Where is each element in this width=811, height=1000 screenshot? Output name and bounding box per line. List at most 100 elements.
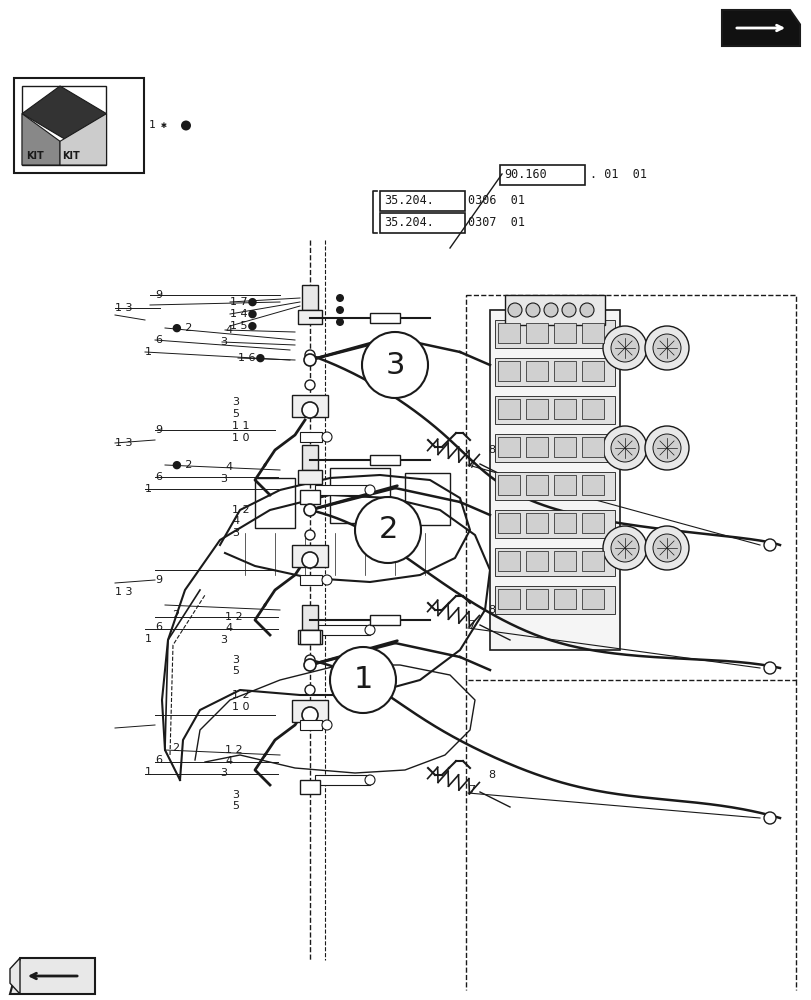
Circle shape [365, 775, 375, 785]
Bar [526, 361, 547, 381]
Circle shape [543, 303, 557, 317]
Polygon shape [721, 10, 799, 46]
Circle shape [610, 434, 638, 462]
Text: 3: 3 [220, 768, 227, 778]
Bar [497, 589, 519, 609]
Bar [495, 320, 614, 348]
Bar [299, 630, 320, 644]
Bar [581, 589, 603, 609]
Polygon shape [60, 114, 106, 165]
Text: 4: 4 [225, 623, 232, 633]
Text: 9: 9 [155, 425, 162, 435]
Circle shape [652, 334, 680, 362]
Text: 1: 1 [145, 484, 152, 494]
Bar [315, 485, 370, 495]
Text: 90.160: 90.160 [504, 168, 546, 182]
Bar [315, 625, 370, 635]
Circle shape [362, 332, 427, 398]
Bar [292, 545, 328, 567]
Text: 7: 7 [467, 460, 474, 470]
Bar [553, 551, 575, 571]
Bar [581, 551, 603, 571]
Circle shape [354, 497, 420, 563]
Circle shape [652, 534, 680, 562]
Bar [581, 323, 603, 343]
Bar [380, 191, 465, 211]
Bar [497, 361, 519, 381]
Bar [495, 434, 614, 462]
Bar [380, 213, 465, 233]
Circle shape [322, 575, 332, 585]
Text: KIT: KIT [26, 151, 44, 161]
Text: 1 3: 1 3 [115, 587, 132, 597]
Bar [497, 323, 519, 343]
Bar [553, 589, 575, 609]
Bar [504, 295, 604, 325]
Text: 3: 3 [232, 655, 238, 665]
Bar [495, 510, 614, 538]
Text: ● 2: ● 2 [172, 323, 192, 333]
Bar [405, 473, 449, 525]
Text: 1: 1 [148, 120, 156, 130]
Text: 8: 8 [487, 605, 495, 615]
Bar [553, 361, 575, 381]
Circle shape [336, 294, 344, 302]
Bar [299, 575, 322, 585]
Polygon shape [22, 86, 106, 141]
Circle shape [610, 334, 638, 362]
Bar [495, 472, 614, 500]
Circle shape [610, 534, 638, 562]
Bar [495, 396, 614, 424]
Circle shape [763, 539, 775, 551]
Bar [299, 432, 322, 442]
Bar [255, 478, 294, 528]
Bar [299, 490, 320, 504]
Circle shape [526, 303, 539, 317]
Text: 3: 3 [220, 337, 227, 347]
Text: 0306  01: 0306 01 [467, 194, 525, 208]
Bar [526, 323, 547, 343]
Circle shape [603, 326, 646, 370]
Circle shape [336, 306, 344, 314]
Polygon shape [10, 958, 95, 994]
Bar [553, 323, 575, 343]
Text: ✱: ✱ [161, 120, 167, 130]
Circle shape [508, 303, 521, 317]
Circle shape [305, 380, 315, 390]
Text: 1 6●: 1 6● [238, 353, 265, 363]
Text: 1: 1 [353, 666, 372, 694]
Circle shape [365, 485, 375, 495]
Circle shape [305, 505, 315, 515]
Text: 4: 4 [232, 516, 238, 526]
Bar [495, 586, 614, 614]
Bar [370, 455, 400, 465]
Bar [370, 615, 400, 625]
Text: 1 2: 1 2 [232, 505, 249, 515]
Bar [526, 475, 547, 495]
Bar [302, 605, 318, 630]
Circle shape [302, 552, 318, 568]
Bar [581, 361, 603, 381]
Circle shape [336, 318, 344, 326]
Circle shape [644, 426, 689, 470]
Circle shape [322, 720, 332, 730]
Circle shape [644, 326, 689, 370]
Bar [302, 285, 318, 310]
Text: 3: 3 [232, 397, 238, 407]
Text: 6: 6 [155, 622, 162, 632]
Text: 0307  01: 0307 01 [467, 217, 525, 230]
Bar [298, 630, 322, 644]
Text: 1 2: 1 2 [225, 745, 242, 755]
Bar [553, 399, 575, 419]
Text: 2: 2 [172, 743, 179, 753]
Circle shape [365, 625, 375, 635]
Bar [526, 437, 547, 457]
Polygon shape [10, 958, 20, 994]
Text: 9: 9 [155, 290, 162, 300]
Text: 1 7●: 1 7● [230, 297, 257, 307]
Circle shape [763, 812, 775, 824]
Text: 5: 5 [232, 801, 238, 811]
Text: 1: 1 [145, 347, 152, 357]
Bar [581, 399, 603, 419]
Text: 1 0: 1 0 [232, 433, 249, 443]
